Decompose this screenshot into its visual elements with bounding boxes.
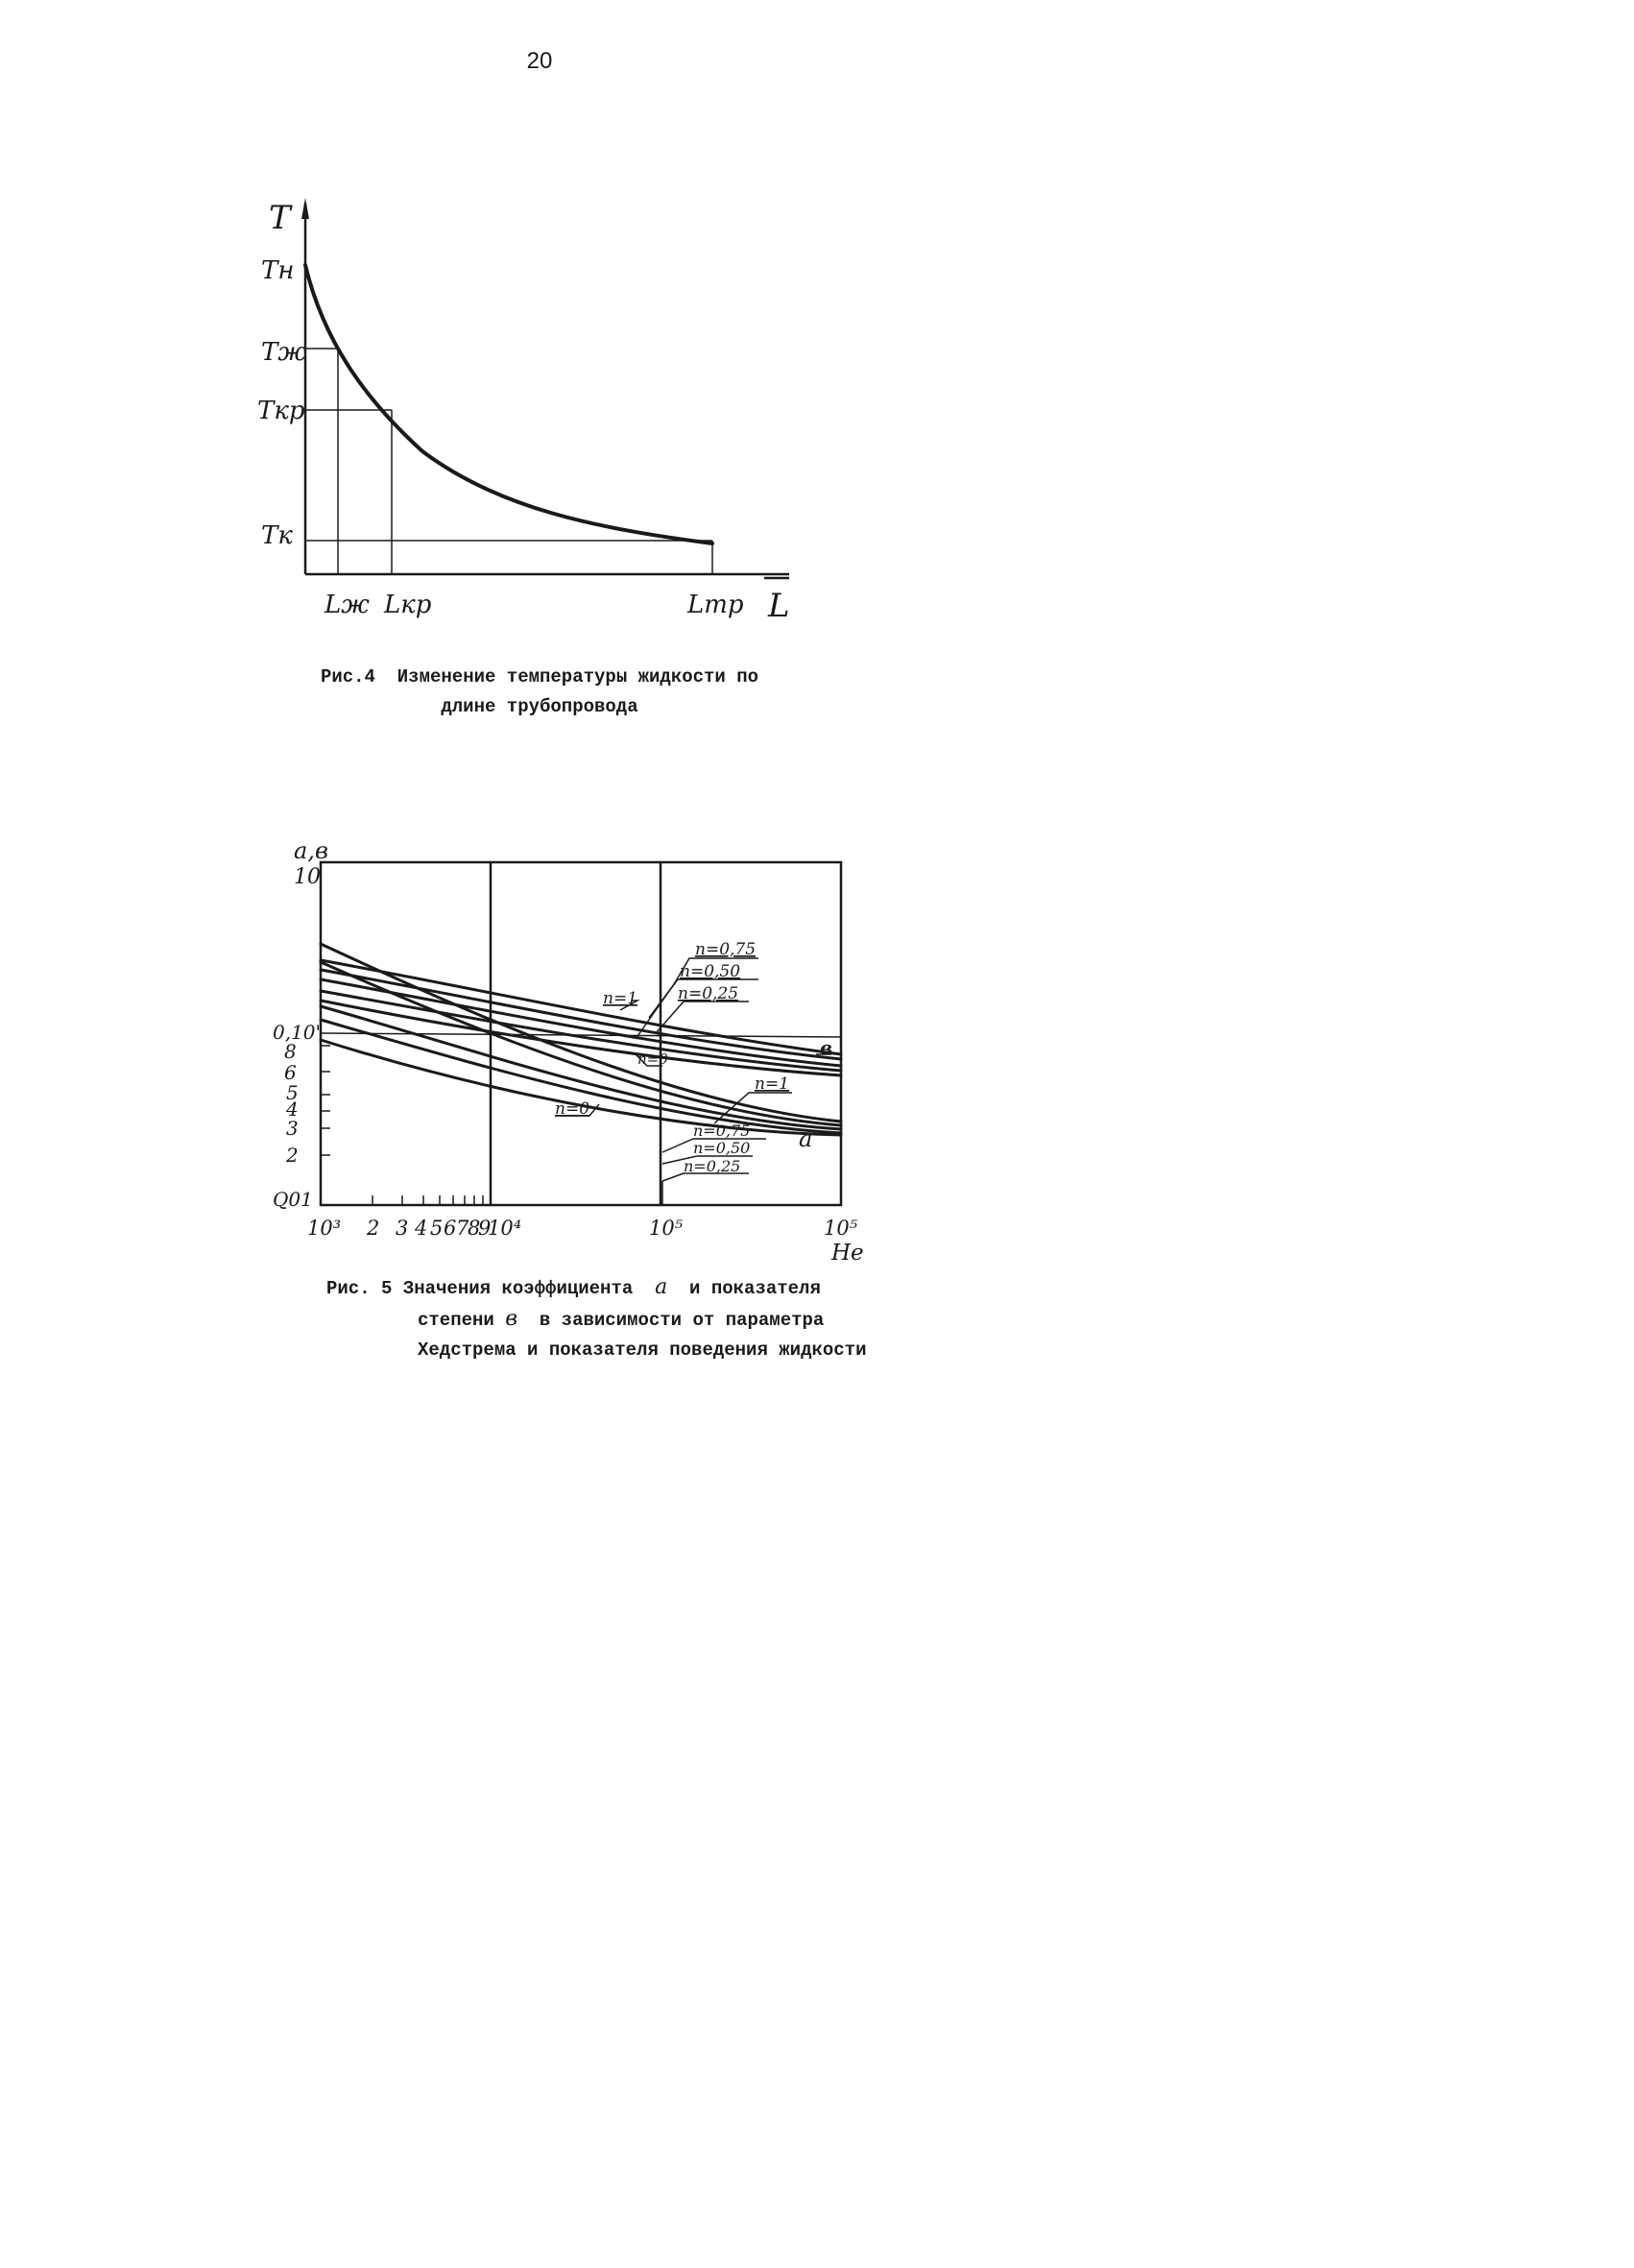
fig5-y-minor-ticks — [321, 1045, 330, 1156]
fig5-curve-a-n0 — [319, 1038, 843, 1137]
fig5-label-b-n1: n=1 — [603, 989, 637, 1008]
fig5-xtick-2: 2 — [366, 1217, 379, 1240]
fig5-curves-b — [319, 958, 843, 1077]
figure-4: T Tн Tж Tкр Tк Lж Lкр Lтр L — [257, 198, 790, 625]
fig4-y-arrow-icon — [301, 198, 309, 219]
figure-4-caption-prefix: Рис.4 — [320, 666, 375, 688]
figure-5: a,в 10 0,10' 8 6 5 4 3 2 Q01 10³ 2 3 4 5… — [273, 837, 864, 1266]
fig4-label-ltr: Lтр — [686, 591, 744, 619]
fig4-label-lz: Lж — [324, 591, 370, 619]
fig5-xtick-9: 9 — [478, 1217, 491, 1240]
figure-4-caption-text1: Изменение температуры жидкости по — [396, 666, 759, 688]
fig5-label-b-n0: n=0 — [637, 1050, 668, 1068]
fig5-xtick-1e5: 10⁵ — [649, 1217, 684, 1240]
figure-5-caption: Рис. 5 Значения коэффициента a и показат… — [326, 1272, 866, 1365]
fig4-label-tk: Tк — [261, 521, 293, 550]
fig5-label-a-n025: n=0,25 — [684, 1157, 740, 1175]
fig5-label-a-n1: n=1 — [755, 1074, 789, 1094]
fig5-ytick-10: 10 — [294, 865, 321, 889]
fig4-label-tkr: Tкр — [257, 397, 305, 425]
fig5-ytick-8: 8 — [284, 1040, 297, 1063]
fig5-x-minor-ticks — [372, 1195, 484, 1205]
fig5-ytick-6: 6 — [284, 1061, 297, 1084]
fig5-xtick-7: 7 — [456, 1217, 469, 1240]
fig4-label-tn: Tн — [261, 256, 294, 285]
fig5-curve-b-n075 — [319, 968, 843, 1061]
fig5-label-a-n050: n=0,50 — [693, 1139, 750, 1157]
figure-5-caption-prefix: Рис. 5 — [326, 1278, 393, 1299]
fig5-curve-b-n025 — [319, 989, 843, 1073]
fig4-y-axis-label: T — [269, 199, 293, 237]
fig5-xtick-5: 5 — [430, 1217, 443, 1240]
fig5-curve-b-n1 — [319, 958, 843, 1056]
figure-5-caption-line1: Рис. 5 Значения коэффициента a и показат… — [326, 1272, 866, 1304]
fig5-label-b-n075: n=0,75 — [695, 940, 756, 959]
fig5-ytick-q01: Q01 — [273, 1188, 313, 1211]
fig5-label-b-curve: в — [820, 1036, 832, 1059]
fig5-label-b-n050: n=0,50 — [680, 962, 740, 981]
fig5-curve-a-n075 — [319, 960, 843, 1127]
fig5-ytick-3: 3 — [286, 1117, 299, 1140]
fig5-curve-a-n1 — [319, 942, 843, 1123]
fig5-label-a-curve: a — [799, 1125, 812, 1152]
fig5-xtick-1e4: 10⁴ — [488, 1217, 521, 1240]
fig5-xtick-8: 8 — [468, 1217, 480, 1240]
fig5-x-axis-label: He — [830, 1241, 864, 1266]
fig5-curve-b-n050 — [319, 977, 843, 1068]
fig4-x-axis-label: L — [767, 587, 790, 625]
figures-canvas: T Tн Tж Tкр Tк Lж Lкр Lтр L — [257, 198, 864, 1266]
figure-4-caption: Рис.4 Изменение температуры жидкости по … — [0, 663, 1079, 722]
fig5-curve-a-n050 — [319, 1004, 843, 1131]
figure-5-caption-line3: Хедстрема и показателя поведения жидкост… — [418, 1339, 867, 1361]
fig5-leader-lines — [555, 957, 831, 1205]
fig5-ytick-0-10: 0,10' — [273, 1021, 321, 1044]
figure-4-caption-line1: Рис.4 Изменение температуры жидкости по — [0, 663, 1079, 692]
fig5-curve-b-n0 — [319, 999, 843, 1077]
fig5-xtick-4: 4 — [414, 1217, 427, 1240]
figure-5-caption-text1-tail: и показателя — [689, 1278, 821, 1299]
figure-5-caption-text1: Значения коэффициента — [402, 1278, 634, 1299]
figure-5-caption-symbol-b: в — [505, 1307, 518, 1331]
fig5-ytick-2: 2 — [285, 1144, 299, 1167]
document-page: 20 T Tн Tж Tкр Tк Lж Lкр Lтр L — [0, 0, 1079, 1498]
fig5-grid-0-1 — [320, 1032, 842, 1038]
fig5-curve-a-n025 — [319, 1018, 843, 1135]
figure-5-caption-text2-tail: в зависимости от параметра — [539, 1310, 825, 1331]
fig4-temperature-curve — [303, 263, 714, 545]
fig5-curves-a — [319, 942, 843, 1137]
figure-5-caption-text2-head: степени — [418, 1310, 494, 1331]
fig5-ytick-4: 4 — [285, 1098, 299, 1121]
fig5-y-axis-label: a,в — [294, 837, 328, 864]
fig4-label-lkr: Lкр — [383, 591, 432, 619]
fig5-xtick-6: 6 — [444, 1217, 456, 1240]
fig5-xtick-3: 3 — [396, 1217, 408, 1240]
figure-5-caption-line2: степени в в зависимости от параметра — [326, 1304, 866, 1336]
fig5-label-b-n025: n=0,25 — [678, 984, 738, 1003]
fig5-xtick-1e5-end: 10⁵ — [824, 1217, 858, 1240]
fig5-xtick-1e3: 10³ — [307, 1217, 341, 1240]
fig5-label-a-n075: n=0,75 — [693, 1122, 750, 1140]
fig5-ytick-5: 5 — [286, 1081, 299, 1104]
figure-4-caption-line2: длине трубопровода — [441, 696, 638, 717]
page-number: 20 — [526, 48, 553, 74]
figure-5-caption-symbol-a: a — [655, 1275, 668, 1299]
fig4-label-tz: Tж — [261, 338, 306, 367]
fig5-label-a-n0: n=0 — [555, 1099, 589, 1119]
